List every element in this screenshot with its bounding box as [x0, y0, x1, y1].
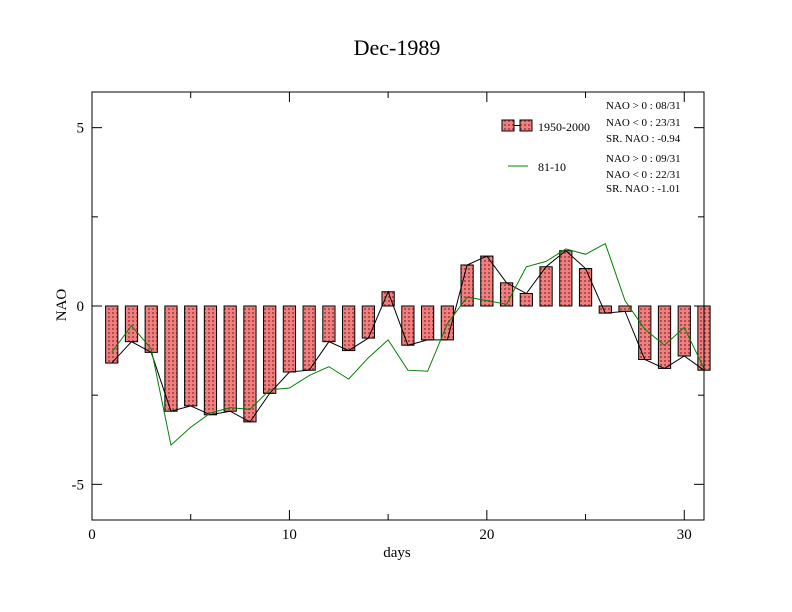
- bar-day-17: [420, 305, 435, 341]
- stat-8110-sr: SR. NAO : -1.01: [606, 183, 680, 195]
- legend: 1950-2000 81-10 NAO > 0 : 08/31 NAO < 0 …: [501, 100, 681, 195]
- x-tick-label-30: 30: [677, 527, 692, 543]
- bar-day-6: [203, 305, 218, 416]
- bar-day-11: [302, 305, 316, 371]
- stat-1950-neg: NAO < 0 : 23/31: [606, 117, 681, 129]
- bar-day-14: [361, 305, 376, 339]
- bar-day-29: [657, 305, 672, 369]
- series-81-10-line: [111, 242, 705, 447]
- bar-day-21: [499, 282, 514, 307]
- stat-8110-pos: NAO > 0 : 09/31: [606, 153, 681, 165]
- y-tick-label-0: 5: [77, 121, 85, 137]
- legend-swatch-1950-2000: [501, 119, 515, 132]
- x-tick-label-20: 20: [479, 527, 494, 543]
- bar-day-4: [164, 305, 178, 412]
- stat-1950-sr: SR. NAO : -0.94: [606, 133, 681, 145]
- x-tick-label-0: 0: [88, 527, 96, 543]
- bar-day-1: [105, 305, 119, 364]
- bar-day-20: [480, 255, 494, 307]
- bar-day-19: [460, 264, 474, 307]
- legend-swatch-1950-2000-b: [519, 119, 533, 132]
- bar-day-16: [401, 305, 415, 346]
- series-1950-2000-line: [111, 250, 705, 423]
- x-axis-label: days: [383, 545, 411, 561]
- bar-day-13: [342, 305, 356, 352]
- bar-day-10: [282, 305, 297, 373]
- bar-day-24: [559, 250, 573, 307]
- bar-day-22: [519, 293, 533, 307]
- chart-title: Dec-1989: [354, 35, 441, 60]
- legend-label-81-10: 81-10: [538, 160, 566, 174]
- y-tick-label-1: 0: [77, 299, 85, 315]
- stat-8110-neg: NAO < 0 : 22/31: [606, 169, 681, 181]
- bar-day-7: [223, 305, 237, 412]
- bar-day-5: [184, 305, 198, 407]
- bar-day-12: [322, 305, 336, 343]
- x-tick-label-10: 10: [282, 527, 297, 543]
- y-axis-label: NAO: [54, 289, 70, 322]
- bar-day-25: [578, 268, 593, 307]
- legend-label-1950-2000: 1950-2000: [538, 120, 590, 134]
- bar-day-9: [263, 305, 277, 394]
- bar-day-3: [144, 305, 158, 353]
- y-tick-label-2: -5: [72, 477, 85, 493]
- bar-day-2: [124, 305, 139, 343]
- stat-1950-pos: NAO > 0 : 08/31: [606, 100, 681, 112]
